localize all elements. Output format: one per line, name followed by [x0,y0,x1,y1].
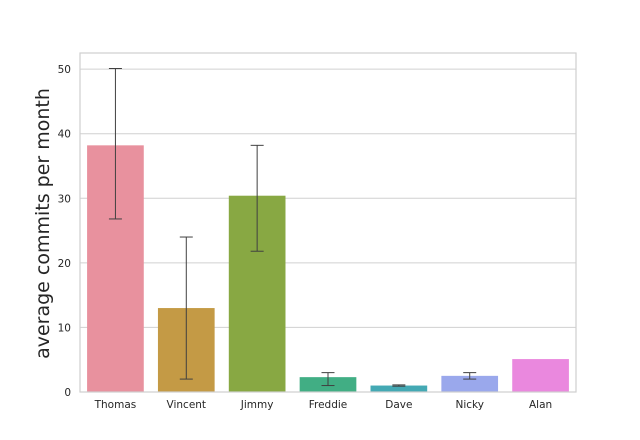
y-tick-label: 30 [58,193,71,205]
error-bar-freddie [321,372,335,387]
x-tick-label: Vincent [167,399,207,411]
error-bar-jimmy [250,144,264,252]
x-tick-label: Alan [529,399,552,411]
x-tick-label: Dave [385,399,412,411]
error-bar-vincent [179,236,193,380]
y-tick-label: 0 [64,387,71,399]
x-tick-label: Jimmy [240,399,274,411]
x-tick-label: Freddie [309,399,348,411]
y-tick-labels: 0 10 20 30 40 50 [58,64,71,399]
bars [87,145,569,392]
bar-alan [512,359,569,392]
y-tick-label: 40 [58,129,71,141]
x-tick-labels: Thomas Vincent Jimmy Freddie Dave Nicky Alan [94,399,553,411]
y-axis-label: average commits per month [32,88,54,359]
error-bar-nicky [463,372,477,380]
y-tick-label: 10 [58,322,71,334]
error-bar-dave [392,384,406,387]
x-tick-label: Thomas [94,399,137,411]
grid-lines [80,68,576,393]
bar-dave [370,385,428,392]
axes-frame [79,52,577,393]
error-bars [108,67,477,387]
bar-nicky [441,375,499,392]
x-tick-label: Nicky [455,399,483,411]
y-tick-label: 20 [58,258,71,270]
y-tick-label: 50 [58,64,71,76]
error-bar-thomas [108,67,122,220]
